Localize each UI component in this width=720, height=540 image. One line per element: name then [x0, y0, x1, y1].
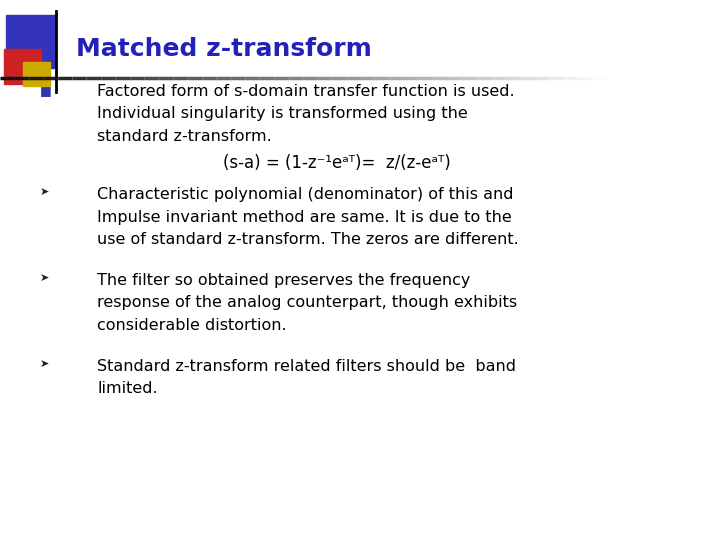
Text: ➤: ➤: [40, 359, 49, 369]
Text: considerable distortion.: considerable distortion.: [97, 318, 287, 333]
Text: use of standard z-transform. The zeros are different.: use of standard z-transform. The zeros a…: [97, 232, 519, 247]
Text: ➤: ➤: [40, 273, 49, 283]
Text: Characteristic polynomial (denominator) of this and: Characteristic polynomial (denominator) …: [97, 187, 513, 202]
Text: Factored form of s-domain transfer function is used.: Factored form of s-domain transfer funct…: [97, 84, 515, 99]
Text: limited.: limited.: [97, 381, 158, 396]
Text: ➤: ➤: [40, 187, 49, 197]
Text: Impulse invariant method are same. It is due to the: Impulse invariant method are same. It is…: [97, 210, 512, 225]
Text: The filter so obtained preserves the frequency: The filter so obtained preserves the fre…: [97, 273, 471, 288]
Text: Standard z-transform related filters should be  band: Standard z-transform related filters sho…: [97, 359, 516, 374]
Text: response of the analog counterpart, though exhibits: response of the analog counterpart, thou…: [97, 295, 518, 310]
Text: standard z-transform.: standard z-transform.: [97, 129, 272, 144]
Text: Matched z-transform: Matched z-transform: [76, 37, 372, 60]
Text: (s-a) = (1-z⁻¹eᵃᵀ)=  z/(z-eᵃᵀ): (s-a) = (1-z⁻¹eᵃᵀ)= z/(z-eᵃᵀ): [223, 154, 451, 172]
Text: ■: ■: [40, 84, 51, 97]
Text: Individual singularity is transformed using the: Individual singularity is transformed us…: [97, 106, 468, 122]
